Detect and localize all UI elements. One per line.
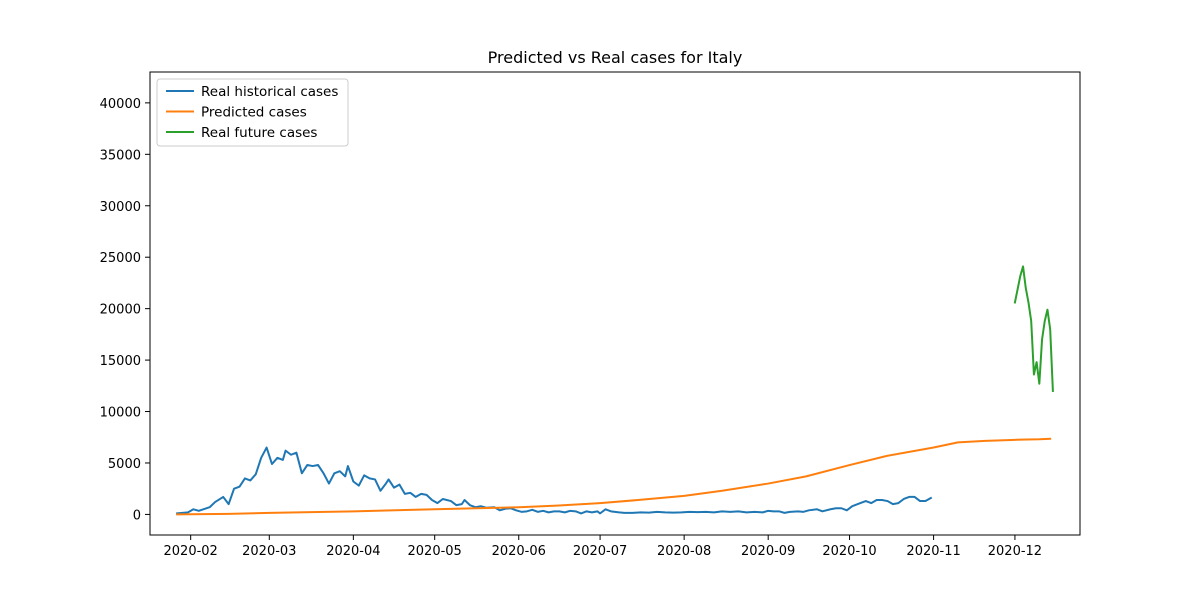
- x-tick-label: 2020-10: [822, 544, 876, 559]
- x-tick-label: 2020-03: [242, 544, 296, 559]
- legend-label-3: Real future cases: [201, 125, 317, 141]
- legend-box: [156, 78, 349, 147]
- y-tick-label: 10000: [100, 406, 141, 421]
- legend: Real historical cases Predicted cases Real…: [156, 78, 349, 147]
- series-line-3: [1013, 265, 1054, 393]
- x-tick-label: 2020-02: [164, 544, 218, 559]
- x-tick-label: 2020-06: [492, 544, 546, 559]
- y-tick-label: 0: [133, 508, 141, 523]
- legend-label-2: Predicted cases: [201, 105, 307, 121]
- y-tick-label: 20000: [100, 303, 141, 318]
- chart-title: Predicted vs Real cases for Italy: [488, 48, 743, 67]
- x-tick-label: 2020-05: [408, 544, 462, 559]
- y-tick-label: 5000: [108, 457, 141, 472]
- y-tick-label: 25000: [100, 251, 141, 266]
- y-tick-label: 40000: [100, 97, 141, 112]
- y-tick-label: 15000: [100, 354, 141, 369]
- x-tick-label: 2020-12: [988, 544, 1042, 559]
- x-tick-label: 2020-09: [741, 544, 795, 559]
- y-tick-label: 35000: [100, 148, 141, 163]
- plot-area: 2020-02 2020-03 2020-04 2020-05 2020-06 2020-…: [100, 71, 1081, 559]
- series-line-1: [176, 446, 933, 515]
- legend-label-1: Real historical cases: [201, 84, 338, 100]
- x-tick-label: 2020-08: [657, 544, 711, 559]
- axes-frame: [149, 71, 1081, 536]
- x-tick-label: 2020-04: [326, 544, 380, 559]
- series-line-2: [176, 437, 1052, 516]
- y-tick-label: 30000: [100, 200, 141, 215]
- x-tick-label: 2020-07: [573, 544, 627, 559]
- x-tick-label: 2020-11: [906, 544, 960, 559]
